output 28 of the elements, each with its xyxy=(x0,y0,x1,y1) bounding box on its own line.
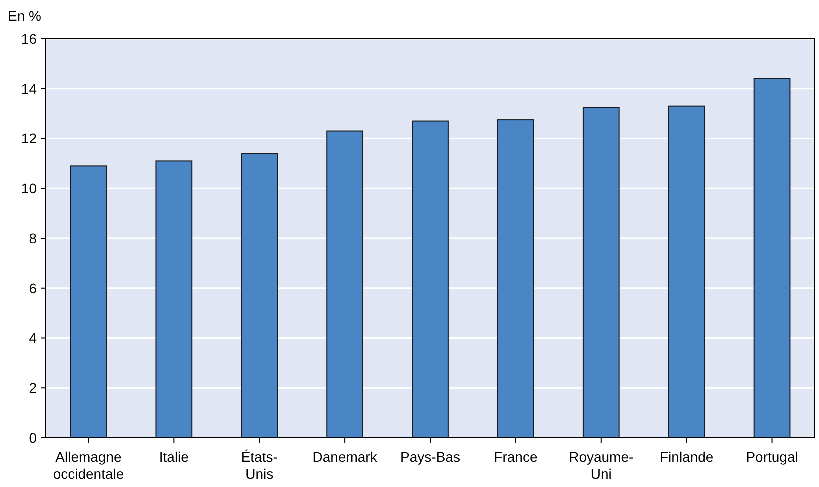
x-tick-label: Finlande xyxy=(660,449,714,465)
x-tick-label: Italie xyxy=(159,449,190,465)
y-axis-title: En % xyxy=(8,8,42,24)
y-tick-label: 16 xyxy=(21,30,38,47)
y-tick-label: 4 xyxy=(29,330,38,346)
bar xyxy=(156,160,193,438)
x-tick-label: États-Unis xyxy=(241,449,278,482)
y-tick-label: 14 xyxy=(21,80,38,97)
y-tick-label: 2 xyxy=(29,380,38,396)
bar xyxy=(70,166,108,438)
x-tick-label: Pays-Bas xyxy=(400,449,460,465)
bar xyxy=(668,106,706,438)
bar xyxy=(582,107,620,438)
x-tick-label: Allemagne occidentale xyxy=(53,449,124,482)
y-tick-label: 12 xyxy=(21,130,38,147)
x-tick-label: Portugal xyxy=(746,449,798,465)
x-tick-label: France xyxy=(494,449,538,465)
bar xyxy=(412,120,449,438)
y-tick-label: 6 xyxy=(29,280,38,296)
x-tick-label: Royaume-Uni xyxy=(569,449,634,482)
x-tick-label: Danemark xyxy=(312,449,378,465)
bar xyxy=(241,153,278,438)
bar xyxy=(754,78,791,438)
y-tick-label: 0 xyxy=(29,430,38,446)
bar xyxy=(326,130,364,438)
y-tick-label: 10 xyxy=(21,180,38,197)
y-tick-label: 8 xyxy=(29,230,38,246)
bar xyxy=(498,120,534,438)
